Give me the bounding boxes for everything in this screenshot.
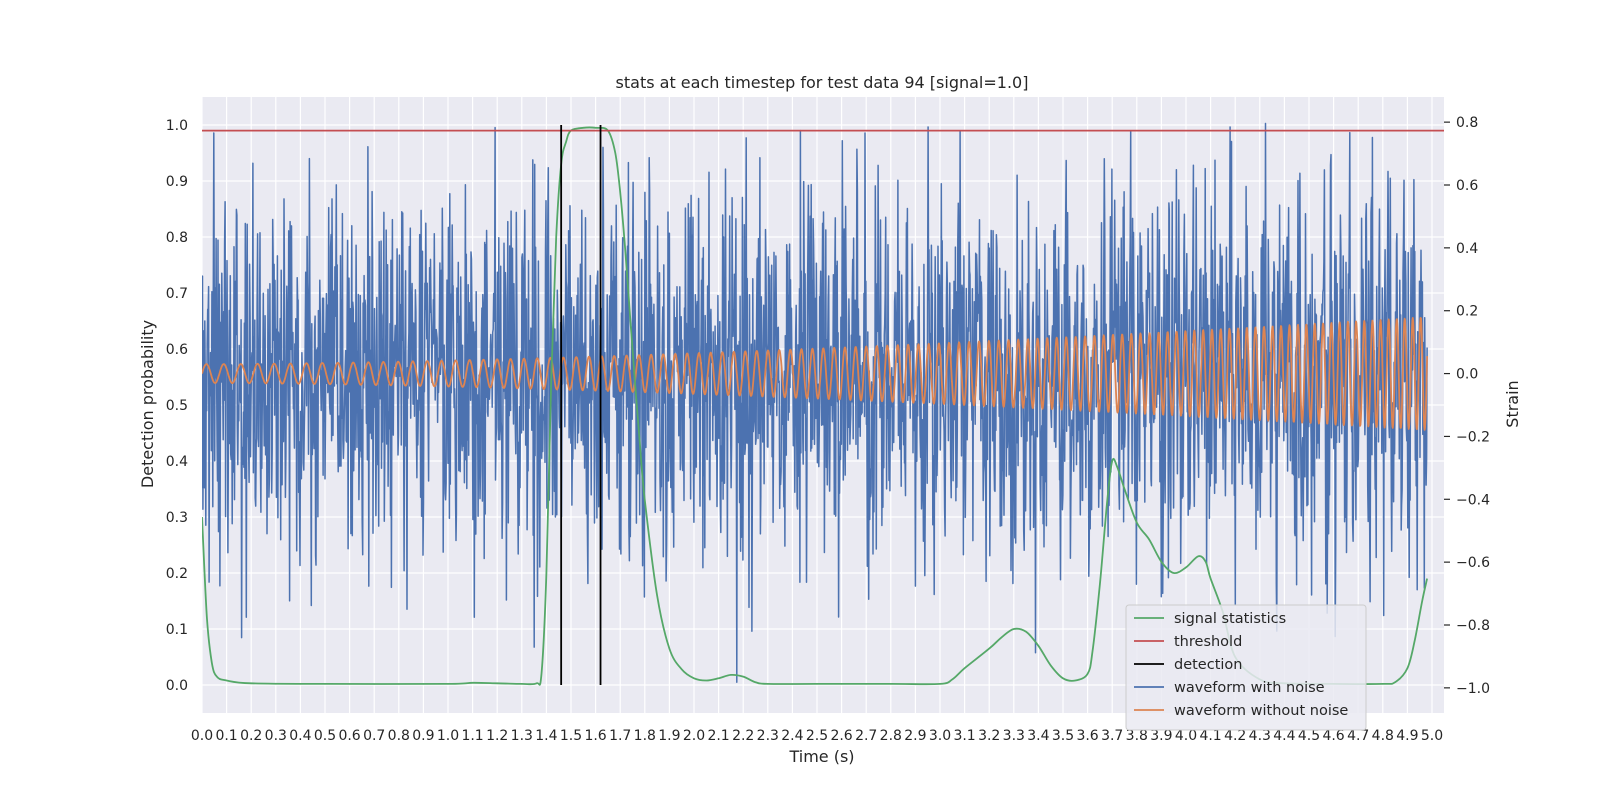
- legend-label: waveform without noise: [1174, 703, 1348, 719]
- x-tick-label: 4.5: [1298, 728, 1320, 744]
- x-tick-label: 2.7: [855, 728, 877, 744]
- x-tick-label: 4.8: [1372, 728, 1394, 744]
- legend-label: waveform with noise: [1174, 680, 1325, 696]
- x-tick-label: 3.8: [1126, 728, 1148, 744]
- x-tick-label: 1.6: [584, 728, 606, 744]
- y2-axis-label: Strain: [1503, 380, 1522, 427]
- y2-tick-label: −1.0: [1456, 681, 1490, 697]
- x-tick-label: 0.5: [314, 728, 336, 744]
- x-tick-label: 4.2: [1224, 728, 1246, 744]
- x-tick-label: 5.0: [1421, 728, 1443, 744]
- x-tick-label: 3.2: [978, 728, 1000, 744]
- x-tick-label: 2.1: [707, 728, 729, 744]
- y2-tick-label: 0.8: [1456, 115, 1478, 131]
- y-tick-label: 0.5: [166, 398, 188, 414]
- y2-tick-label: 0.0: [1456, 367, 1478, 383]
- x-tick-label: 1.9: [658, 728, 680, 744]
- plot-series: [202, 122, 1444, 686]
- series-signal-statistics: [202, 126, 1428, 686]
- x-tick-label: 3.9: [1150, 728, 1172, 744]
- y-tick-label: 0.8: [166, 230, 188, 246]
- series-waveform-without-noise: [202, 317, 1428, 431]
- legend-label: signal statistics: [1174, 611, 1286, 627]
- x-tick-label: 2.8: [880, 728, 902, 744]
- y2-axis-ticks: −1.0 −0.8 −0.6 −0.4 −0.2 0.0 0.2 0.4 0.6 0.8: [1444, 115, 1490, 697]
- x-tick-label: 4.6: [1322, 728, 1344, 744]
- x-tick-label: 4.3: [1249, 728, 1271, 744]
- y-tick-label: 0.3: [166, 510, 188, 526]
- x-tick-label: 1.5: [560, 728, 582, 744]
- x-tick-label: 0.0: [191, 728, 213, 744]
- x-tick-label: 1.3: [511, 728, 533, 744]
- legend-label: threshold: [1174, 634, 1242, 650]
- y-tick-label: 0.1: [166, 622, 188, 638]
- y2-tick-label: 0.6: [1456, 178, 1478, 194]
- y2-tick-label: 0.2: [1456, 304, 1478, 320]
- x-tick-label: 0.7: [363, 728, 385, 744]
- x-tick-label: 1.7: [609, 728, 631, 744]
- y2-tick-label: −0.6: [1456, 555, 1490, 571]
- x-tick-label: 0.2: [240, 728, 262, 744]
- y-axis-ticks: 0.0 0.1 0.2 0.3 0.4 0.5 0.6 0.7 0.8 0.9 1.0: [166, 118, 188, 694]
- x-tick-label: 4.7: [1347, 728, 1369, 744]
- x-tick-label: 4.1: [1199, 728, 1221, 744]
- x-tick-label: 0.1: [215, 728, 237, 744]
- chart-title: stats at each timestep for test data 94 …: [616, 73, 1029, 92]
- x-tick-label: 1.4: [535, 728, 557, 744]
- series-waveform-with-noise: [202, 122, 1428, 684]
- x-tick-label: 2.5: [806, 728, 828, 744]
- legend-label: detection: [1174, 657, 1242, 673]
- x-tick-label: 0.8: [388, 728, 410, 744]
- x-tick-label: 2.6: [830, 728, 852, 744]
- x-tick-label: 3.0: [929, 728, 951, 744]
- x-tick-label: 2.9: [904, 728, 926, 744]
- x-tick-label: 4.0: [1175, 728, 1197, 744]
- y-tick-label: 0.6: [166, 342, 188, 358]
- y-tick-label: 0.0: [166, 678, 188, 694]
- x-tick-label: 2.0: [683, 728, 705, 744]
- x-tick-label: 3.6: [1076, 728, 1098, 744]
- y-tick-label: 1.0: [166, 118, 188, 134]
- y-tick-label: 0.9: [166, 174, 188, 190]
- x-tick-label: 1.1: [461, 728, 483, 744]
- x-axis-ticks: 0.0 0.1 0.2 0.3 0.4 0.5 0.6 0.7 0.8 0.9 1.0 1.1 1.2 1…: [191, 728, 1443, 744]
- x-tick-label: 4.4: [1273, 728, 1295, 744]
- x-tick-label: 0.3: [265, 728, 287, 744]
- x-tick-label: 3.1: [953, 728, 975, 744]
- x-tick-label: 0.6: [338, 728, 360, 744]
- y2-tick-label: −0.2: [1456, 429, 1490, 445]
- series-detection: [560, 125, 602, 685]
- x-tick-label: 3.7: [1101, 728, 1123, 744]
- x-tick-label: 2.4: [781, 728, 803, 744]
- x-tick-label: 2.3: [757, 728, 779, 744]
- y2-tick-label: −0.8: [1456, 618, 1490, 634]
- x-tick-label: 3.3: [1003, 728, 1025, 744]
- y2-tick-label: −0.4: [1456, 492, 1490, 508]
- x-tick-label: 1.2: [486, 728, 508, 744]
- x-tick-label: 0.9: [412, 728, 434, 744]
- x-tick-label: 0.4: [289, 728, 311, 744]
- x-tick-label: 3.5: [1052, 728, 1074, 744]
- x-tick-label: 4.9: [1396, 728, 1418, 744]
- legend: signal statistics threshold detection wavef…: [1125, 604, 1367, 731]
- x-tick-label: 1.8: [634, 728, 656, 744]
- y-tick-label: 0.2: [166, 566, 188, 582]
- x-tick-label: 2.2: [732, 728, 754, 744]
- x-tick-label: 1.0: [437, 728, 459, 744]
- y-tick-label: 0.4: [166, 454, 188, 470]
- y-tick-label: 0.7: [166, 286, 188, 302]
- x-axis-label: Time (s): [788, 747, 854, 766]
- y-axis-label: Detection probability: [138, 320, 157, 488]
- x-tick-label: 3.4: [1027, 728, 1049, 744]
- legend-box: [1125, 604, 1367, 731]
- y2-tick-label: 0.4: [1456, 241, 1478, 257]
